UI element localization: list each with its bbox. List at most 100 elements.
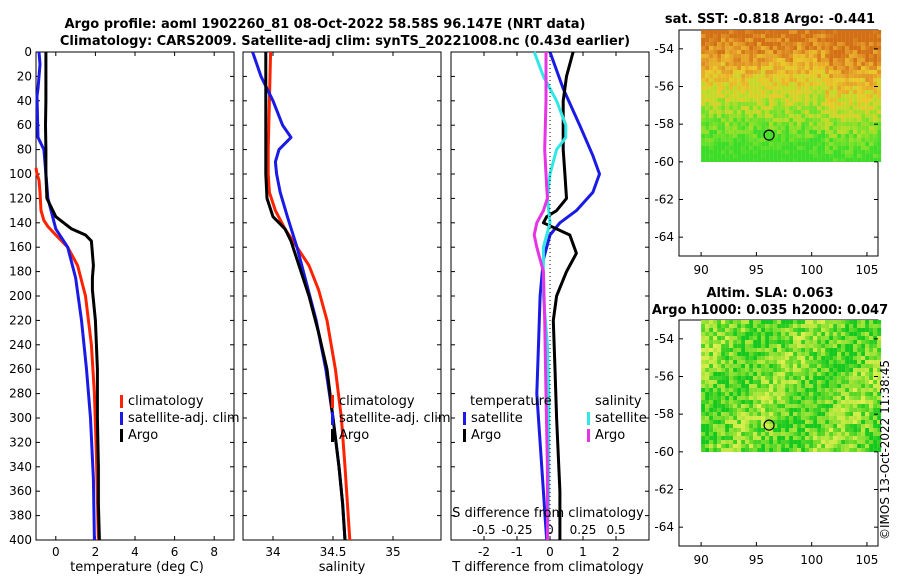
sla-map-cell xyxy=(857,404,862,408)
sst-map-cell xyxy=(705,42,710,46)
sla-map-cell xyxy=(869,432,874,436)
sst-map-cell xyxy=(785,30,790,34)
sst-map-cell xyxy=(865,118,870,122)
sla-map-cell xyxy=(745,368,750,372)
sla-map-cell xyxy=(785,372,790,376)
sst-map-cell xyxy=(837,122,842,126)
sla-map-cell xyxy=(733,404,738,408)
sst-map-cell xyxy=(873,74,878,78)
sst-map-cell xyxy=(849,142,854,146)
sst-map-cell xyxy=(745,106,750,110)
sla-map-cell xyxy=(849,408,854,412)
sla-map-cell xyxy=(861,412,866,416)
sst-map-cell xyxy=(765,54,770,58)
sla-map-cell xyxy=(857,364,862,368)
sla-map-cell xyxy=(777,348,782,352)
sst-map-cell xyxy=(785,114,790,118)
sla-map-cell xyxy=(789,344,794,348)
sla-map-cell xyxy=(877,332,882,336)
sst-map-cell xyxy=(785,102,790,106)
sla-map-cell xyxy=(737,424,742,428)
sla-map-cell xyxy=(849,324,854,328)
sst-map-cell xyxy=(797,130,802,134)
sla-map-cell xyxy=(841,404,846,408)
sst-map-cell xyxy=(745,158,750,162)
x-tick-label: 2 xyxy=(92,545,100,559)
sla-map-cell xyxy=(773,440,778,444)
sla-map-cell xyxy=(765,332,770,336)
sla-map-cell xyxy=(837,448,842,452)
sst-map-cell xyxy=(737,118,742,122)
sla-map-cell xyxy=(761,436,766,440)
sla-map-cell xyxy=(813,380,818,384)
sla-map-cell xyxy=(713,364,718,368)
sst-map-cell xyxy=(761,150,766,154)
sst-map-cell xyxy=(829,142,834,146)
sst-map-cell xyxy=(805,102,810,106)
map-x-tick-label: 95 xyxy=(749,553,764,567)
sla-map-cell xyxy=(777,436,782,440)
sla-map-cell xyxy=(701,376,706,380)
sst-map-cell xyxy=(817,66,822,70)
sla-map-cell xyxy=(813,348,818,352)
sla-map-cell xyxy=(709,428,714,432)
sst-map-cell xyxy=(865,114,870,118)
sst-map-cell xyxy=(745,74,750,78)
sla-map-cell xyxy=(853,344,858,348)
sla-map-cell xyxy=(849,328,854,332)
sla-map-cell xyxy=(701,412,706,416)
sst-map-cell xyxy=(865,134,870,138)
sla-map-cell xyxy=(853,392,858,396)
sst-map-cell xyxy=(857,146,862,150)
sla-map-cell xyxy=(753,392,758,396)
sla-map-cell xyxy=(701,424,706,428)
sla-map-cell xyxy=(717,328,722,332)
sla-map-cell xyxy=(781,344,786,348)
sla-map-cell xyxy=(877,384,882,388)
sst-map-cell xyxy=(777,126,782,130)
sst-map-cell xyxy=(781,62,786,66)
sst-map-cell xyxy=(837,126,842,130)
sla-map-cell xyxy=(865,404,870,408)
sst-map-cell xyxy=(773,42,778,46)
sst-map-cell xyxy=(769,114,774,118)
sst-map-cell xyxy=(733,58,738,62)
sla-map-cell xyxy=(785,420,790,424)
sla-map-cell xyxy=(713,372,718,376)
sla-map-cell xyxy=(769,348,774,352)
sst-map-cell xyxy=(713,46,718,50)
sst-map-cell xyxy=(701,138,706,142)
sla-map-cell xyxy=(773,340,778,344)
sst-map-cell xyxy=(701,38,706,42)
sst-map-cell xyxy=(797,126,802,130)
sst-map-cell xyxy=(825,70,830,74)
sla-map-cell xyxy=(733,420,738,424)
sla-map-cell xyxy=(793,396,798,400)
sla-map-cell xyxy=(861,356,866,360)
sla-map-cell xyxy=(817,320,822,324)
sst-map-cell xyxy=(801,126,806,130)
sla-map-cell xyxy=(701,360,706,364)
sla-map-cell xyxy=(861,416,866,420)
sst-map-cell xyxy=(833,154,838,158)
sla-map-cell xyxy=(757,400,762,404)
sla-map-cell xyxy=(801,420,806,424)
sla-map-cell xyxy=(717,428,722,432)
sla-map-cell xyxy=(857,320,862,324)
sla-map-cell xyxy=(749,340,754,344)
sla-map-cell xyxy=(781,376,786,380)
sla-map-cell xyxy=(737,400,742,404)
sst-map-cell xyxy=(737,150,742,154)
sst-map-cell xyxy=(781,118,786,122)
sst-map-cell xyxy=(793,142,798,146)
sst-map-cell xyxy=(797,138,802,142)
sla-map-cell xyxy=(877,416,882,420)
sla-map-cell xyxy=(801,444,806,448)
sla-map-cell xyxy=(877,372,882,376)
sst-map-cell xyxy=(825,46,830,50)
sla-map-cell xyxy=(713,324,718,328)
sla-map-cell xyxy=(877,440,882,444)
sla-map-cell xyxy=(701,356,706,360)
sla-map-cell xyxy=(849,416,854,420)
sst-map-cell xyxy=(805,142,810,146)
